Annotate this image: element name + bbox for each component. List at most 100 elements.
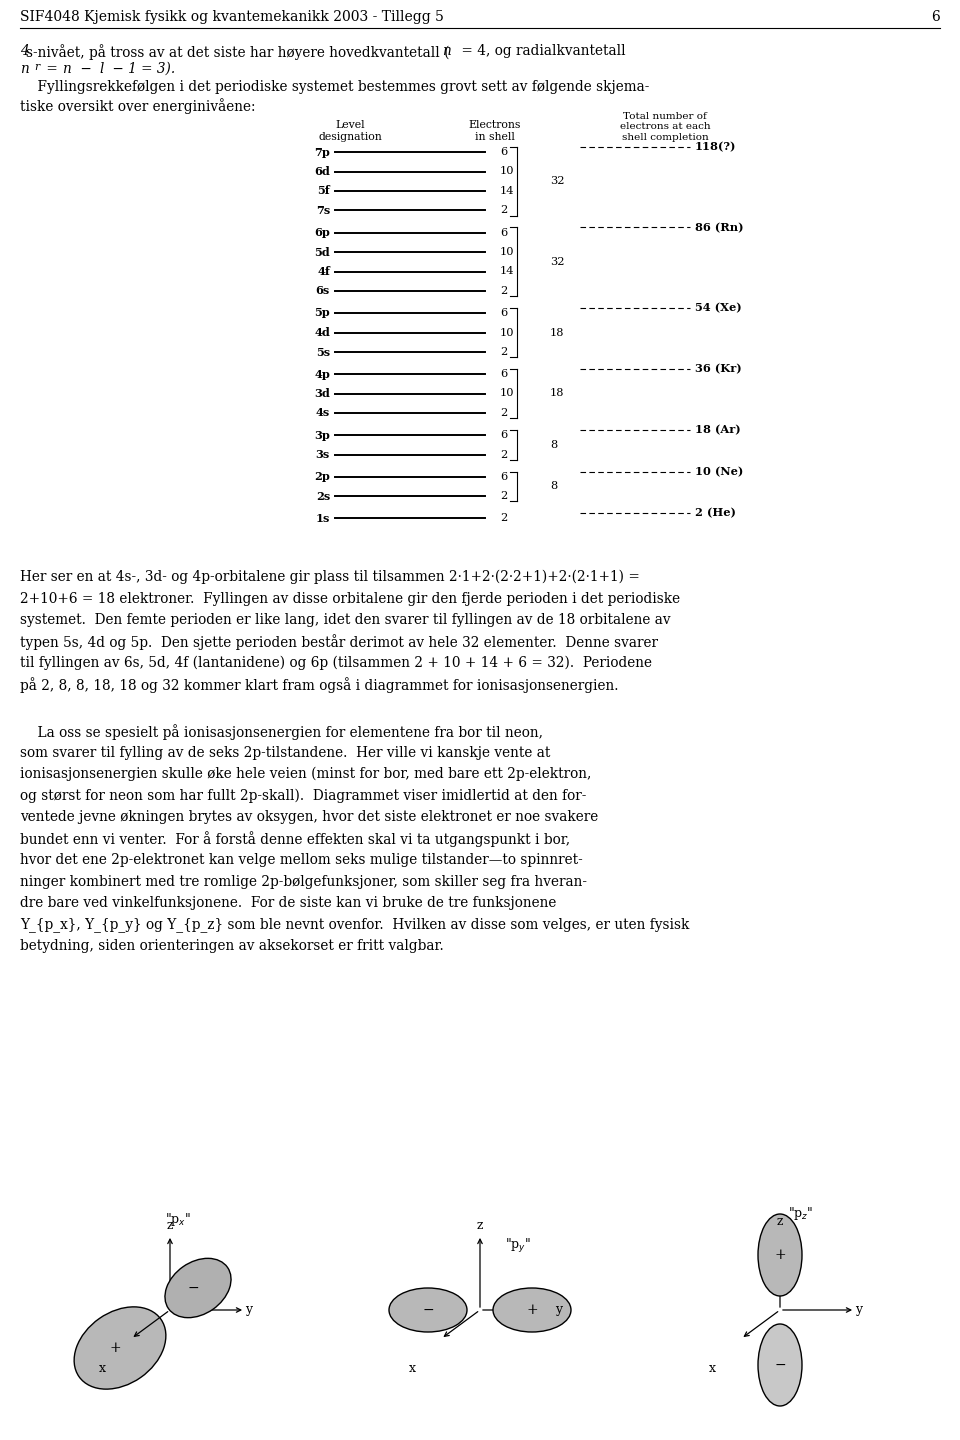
Ellipse shape — [74, 1308, 166, 1390]
Text: "p$_x$": "p$_x$" — [165, 1211, 191, 1228]
Text: −: − — [422, 1303, 434, 1318]
Text: 3s: 3s — [316, 449, 330, 459]
Text: 10: 10 — [500, 248, 515, 256]
Text: 7s: 7s — [316, 204, 330, 216]
Text: 3d: 3d — [314, 387, 330, 399]
Text: dre bare ved vinkelfunksjonene.  For de siste kan vi bruke de tre funksjonene: dre bare ved vinkelfunksjonene. For de s… — [20, 896, 557, 910]
Text: 2: 2 — [500, 408, 507, 418]
Text: 36 (Kr): 36 (Kr) — [695, 363, 742, 374]
Text: l: l — [99, 62, 104, 76]
Text: typen 5s, 4d og 5p.  Den sjette perioden består derimot av hele 32 elementer.  D: typen 5s, 4d og 5p. Den sjette perioden … — [20, 635, 658, 651]
Text: La oss se spesielt på ionisasjonsenergien for elementene fra bor til neon,: La oss se spesielt på ionisasjonsenergie… — [20, 724, 543, 740]
Text: 6: 6 — [500, 431, 507, 441]
Text: 18: 18 — [550, 389, 564, 399]
Text: som svarer til fylling av de seks 2p-tilstandene.  Her ville vi kanskje vente at: som svarer til fylling av de seks 2p-til… — [20, 746, 550, 759]
Text: ninger kombinert med tre romlige 2p-bølgefunksjoner, som skiller seg fra hveran-: ninger kombinert med tre romlige 2p-bølg… — [20, 874, 587, 888]
Text: 2+10+6 = 18 elektroner.  Fyllingen av disse orbitalene gir den fjerde perioden i: 2+10+6 = 18 elektroner. Fyllingen av dis… — [20, 592, 680, 605]
Text: 2s: 2s — [316, 491, 330, 501]
Text: 10: 10 — [500, 389, 515, 399]
Text: x: x — [99, 1362, 106, 1375]
Text: 4: 4 — [20, 45, 29, 58]
Text: 6: 6 — [500, 471, 507, 481]
Text: tiske oversikt over energinivåene:: tiske oversikt over energinivåene: — [20, 98, 255, 114]
Text: hvor det ene 2p-elektronet kan velge mellom seks mulige tilstander—to spinnret-: hvor det ene 2p-elektronet kan velge mel… — [20, 852, 583, 867]
Ellipse shape — [165, 1259, 231, 1318]
Text: 2 (He): 2 (He) — [695, 507, 736, 518]
Text: z: z — [777, 1215, 783, 1228]
Text: y: y — [245, 1303, 252, 1316]
Text: 2: 2 — [500, 513, 507, 523]
Text: 10: 10 — [500, 167, 515, 177]
Text: 3p: 3p — [314, 429, 330, 441]
Text: 6: 6 — [500, 308, 507, 318]
Text: 2: 2 — [500, 491, 507, 501]
Text: = 4, og radialkvantetall: = 4, og radialkvantetall — [457, 45, 626, 58]
Text: s-nivået, på tross av at det siste har høyere hovedkvantetall (: s-nivået, på tross av at det siste har h… — [27, 45, 450, 60]
Text: 86 (Rn): 86 (Rn) — [695, 222, 744, 233]
Text: 7p: 7p — [314, 147, 330, 157]
Text: 6: 6 — [500, 147, 507, 157]
Text: Her ser en at 4s-, 3d- og 4p-orbitalene gir plass til tilsammen 2·1+2·(2·2+1)+2·: Her ser en at 4s-, 3d- og 4p-orbitalene … — [20, 570, 640, 585]
Text: 32: 32 — [550, 176, 564, 186]
Text: +: + — [526, 1303, 538, 1318]
Text: n: n — [20, 62, 29, 76]
Text: 4d: 4d — [314, 327, 330, 338]
Text: ionisasjonsenergien skulle øke hele veien (minst for bor, med bare ett 2p-elektr: ionisasjonsenergien skulle øke hele veie… — [20, 768, 591, 782]
Text: 2: 2 — [500, 287, 507, 297]
Text: 14: 14 — [500, 266, 515, 276]
Text: på 2, 8, 8, 18, 18 og 32 kommer klart fram også i diagrammet for ionisasjonsener: på 2, 8, 8, 18, 18 og 32 kommer klart fr… — [20, 677, 618, 694]
Text: − 1 = 3).: − 1 = 3). — [108, 62, 176, 76]
Text: 6: 6 — [500, 228, 507, 238]
Text: y: y — [855, 1303, 862, 1316]
Text: x: x — [409, 1362, 416, 1375]
Text: 2: 2 — [500, 449, 507, 459]
Text: 5s: 5s — [316, 347, 330, 357]
Text: 10: 10 — [500, 327, 515, 337]
Text: 6d: 6d — [314, 166, 330, 177]
Text: +: + — [109, 1341, 121, 1355]
Text: Y_{p_x}, Y_{p_y} og Y_{p_z} som ble nevnt ovenfor.  Hvilken av disse som velges,: Y_{p_x}, Y_{p_y} og Y_{p_z} som ble nevn… — [20, 917, 689, 932]
Text: 2p: 2p — [314, 471, 330, 482]
Text: "p$_y$": "p$_y$" — [505, 1237, 531, 1256]
Text: Electrons
in shell: Electrons in shell — [468, 120, 521, 141]
Text: 118(?): 118(?) — [695, 141, 736, 153]
Text: =: = — [42, 62, 62, 76]
Text: 4s: 4s — [316, 408, 330, 419]
Text: Fyllingsrekkefølgen i det periodiske systemet bestemmes grovt sett av følgende s: Fyllingsrekkefølgen i det periodiske sys… — [20, 81, 649, 94]
Text: 18 (Ar): 18 (Ar) — [695, 425, 741, 435]
Text: 14: 14 — [500, 186, 515, 196]
Text: x: x — [708, 1362, 715, 1375]
Text: 8: 8 — [550, 481, 557, 491]
Text: +: + — [774, 1248, 786, 1261]
Text: 10 (Ne): 10 (Ne) — [695, 467, 743, 477]
Text: 18: 18 — [550, 327, 564, 337]
Text: r: r — [34, 62, 39, 72]
Ellipse shape — [389, 1287, 467, 1332]
Text: 6: 6 — [500, 369, 507, 379]
Text: til fyllingen av 6s, 5d, 4f (lantanidene) og 6p (tilsammen 2 + 10 + 14 + 6 = 32): til fyllingen av 6s, 5d, 4f (lantanidene… — [20, 657, 652, 671]
Text: 5p: 5p — [314, 308, 330, 318]
Text: 6s: 6s — [316, 285, 330, 297]
Text: og størst for neon som har fullt 2p-skall).  Diagrammet viser imidlertid at den : og størst for neon som har fullt 2p-skal… — [20, 789, 587, 804]
Text: 4f: 4f — [317, 266, 330, 276]
Text: 32: 32 — [550, 256, 564, 266]
Text: 2: 2 — [500, 347, 507, 357]
Text: betydning, siden orienteringen av aksekorset er fritt valgbar.: betydning, siden orienteringen av akseko… — [20, 939, 444, 953]
Text: ventede jevne økningen brytes av oksygen, hvor det siste elektronet er noe svake: ventede jevne økningen brytes av oksygen… — [20, 809, 598, 824]
Text: n: n — [442, 45, 451, 58]
Text: systemet.  Den femte perioden er like lang, idet den svarer til fyllingen av de : systemet. Den femte perioden er like lan… — [20, 613, 671, 626]
Text: 4p: 4p — [314, 369, 330, 380]
Text: 6p: 6p — [314, 228, 330, 238]
Text: SIF4048 Kjemisk fysikk og kvantemekanikk 2003 - Tillegg 5: SIF4048 Kjemisk fysikk og kvantemekanikk… — [20, 10, 444, 24]
Text: 8: 8 — [550, 439, 557, 449]
Text: "p$_z$": "p$_z$" — [788, 1205, 813, 1223]
Text: 2: 2 — [500, 206, 507, 216]
Text: 5d: 5d — [314, 246, 330, 258]
Text: z: z — [167, 1220, 173, 1233]
Text: 6: 6 — [931, 10, 940, 24]
Ellipse shape — [493, 1287, 571, 1332]
Ellipse shape — [758, 1323, 802, 1405]
Text: −: − — [774, 1358, 786, 1372]
Text: bundet enn vi venter.  For å forstå denne effekten skal vi ta utgangspunkt i bor: bundet enn vi venter. For å forstå denne… — [20, 831, 570, 847]
Ellipse shape — [758, 1214, 802, 1296]
